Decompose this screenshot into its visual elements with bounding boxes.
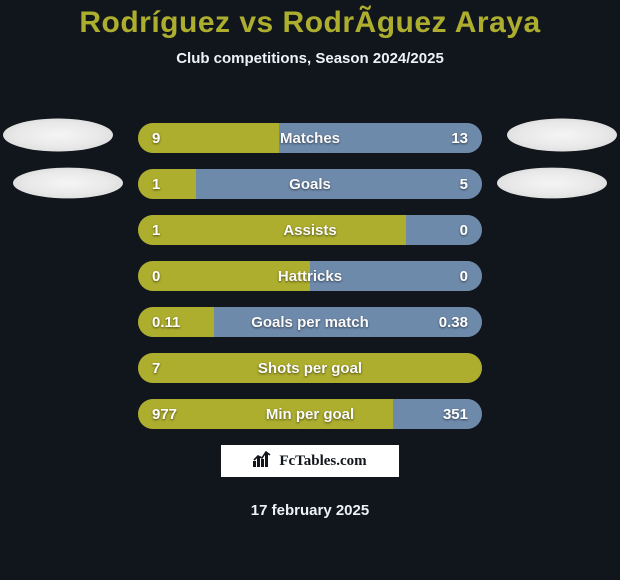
stat-value-player2: 351 [429, 399, 482, 429]
stat-row: 0.110.38Goals per match [138, 307, 482, 337]
player2-avatar [507, 119, 617, 152]
stat-value-player2 [454, 353, 482, 383]
stat-value-player1: 977 [138, 399, 191, 429]
page-title: Rodríguez vs RodrÃ­guez Araya [0, 0, 620, 40]
stat-value-player2: 0.38 [425, 307, 482, 337]
stat-value-player1: 7 [138, 353, 174, 383]
stat-value-player1: 1 [138, 215, 174, 245]
stat-value-player2: 0 [446, 215, 482, 245]
stat-value-player1: 0.11 [138, 307, 194, 337]
stat-value-player1: 1 [138, 169, 174, 199]
player1-avatar [3, 119, 113, 152]
stat-bar-player1 [138, 215, 406, 245]
date-label: 17 february 2025 [0, 502, 620, 519]
stat-value-player2: 0 [446, 261, 482, 291]
stat-row: 15Goals [138, 169, 482, 199]
attribution-badge: FcTables.com [220, 444, 400, 478]
stat-row: 977351Min per goal [138, 399, 482, 429]
stat-row: 913Matches [138, 123, 482, 153]
stat-bar-player2 [196, 169, 482, 199]
stat-value-player1: 0 [138, 261, 174, 291]
subtitle: Club competitions, Season 2024/2025 [0, 50, 620, 67]
fctables-logo-icon [253, 451, 273, 472]
comparison-bars: 913Matches15Goals10Assists00Hattricks0.1… [138, 123, 482, 445]
attribution-text: FcTables.com [279, 453, 366, 470]
player2-avatar-shadow [497, 168, 607, 199]
stat-bar-player1 [138, 353, 482, 383]
stat-row: 10Assists [138, 215, 482, 245]
stat-value-player2: 5 [446, 169, 482, 199]
player1-avatar-shadow [13, 168, 123, 199]
stat-row: 7Shots per goal [138, 353, 482, 383]
stat-value-player2: 13 [437, 123, 482, 153]
stat-row: 00Hattricks [138, 261, 482, 291]
stat-value-player1: 9 [138, 123, 174, 153]
